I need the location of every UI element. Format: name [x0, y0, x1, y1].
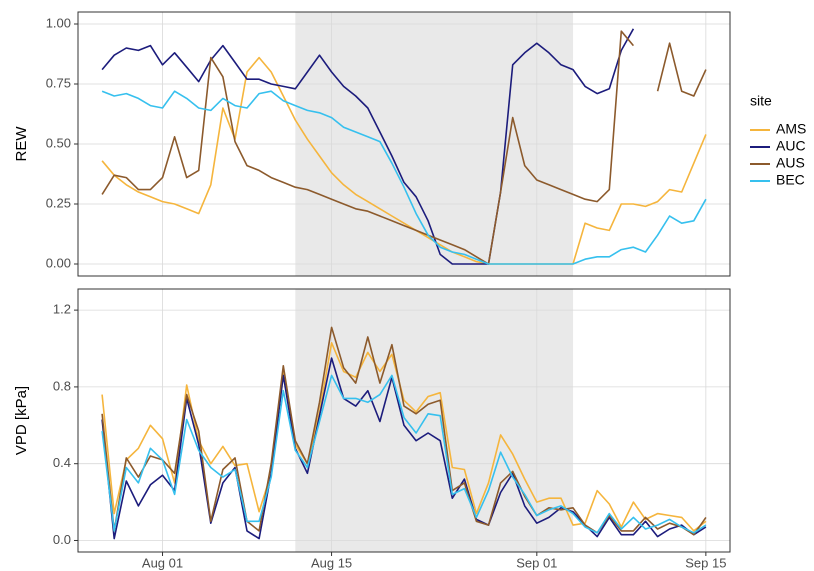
series-line: [101, 30, 707, 265]
x-tick-label: Aug 15: [311, 555, 352, 570]
y-tick-label: 0.0: [53, 532, 71, 547]
y-tick-label: 1.00: [46, 15, 71, 30]
x-tick-label: Sep 01: [516, 555, 557, 570]
series-line: [101, 56, 707, 265]
x-tick-label: Sep 15: [685, 555, 726, 570]
highlight-period: [295, 289, 574, 552]
y-tick-label: 0.00: [46, 255, 71, 270]
y-tick-label: 0.25: [46, 195, 71, 210]
y-tick-label: 0.75: [46, 75, 71, 90]
series-line: [101, 374, 707, 534]
y-axis-label: VPD [kPa]: [13, 386, 30, 455]
x-tick-label: Aug 01: [142, 555, 183, 570]
panel-border: [77, 288, 731, 553]
legend-label: AMS: [776, 121, 806, 137]
y-axis-label: REW: [13, 126, 30, 162]
y-tick-label: 0.50: [46, 135, 71, 150]
y-tick-label: 1.2: [53, 302, 71, 317]
series-line: [101, 357, 707, 540]
legend-title: site: [750, 93, 772, 109]
series-line: [101, 28, 635, 265]
legend-label: AUS: [776, 155, 805, 171]
legend-label: BEC: [776, 172, 805, 188]
legend-label: AUC: [776, 138, 806, 154]
y-tick-label: 0.8: [53, 378, 71, 393]
y-tick-label: 0.4: [53, 455, 71, 470]
series-line: [101, 342, 707, 532]
panel-border: [77, 11, 731, 277]
series-line: [101, 90, 707, 265]
